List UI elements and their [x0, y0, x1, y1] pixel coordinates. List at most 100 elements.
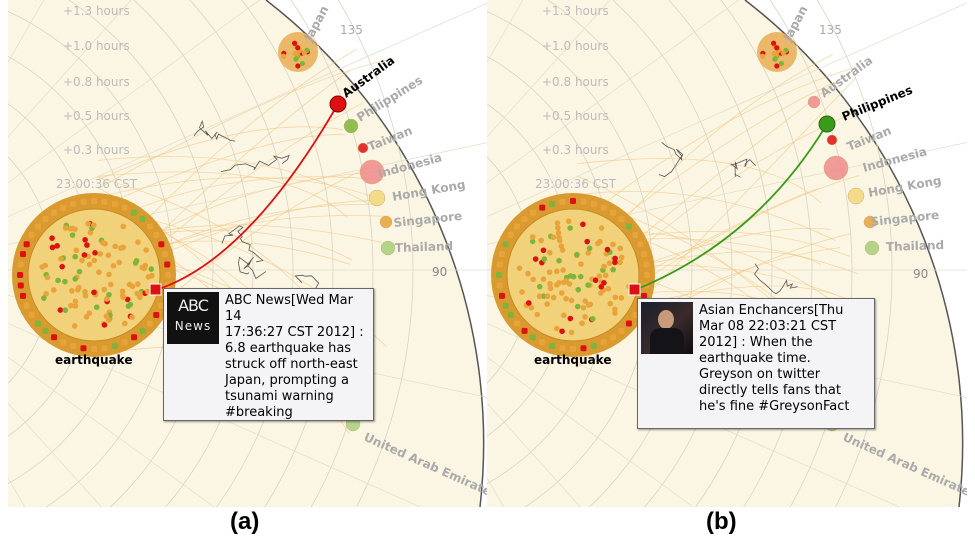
radial-line	[8, 0, 261, 184]
tweet-dot	[121, 204, 128, 211]
tweet-dot	[101, 345, 108, 352]
tweet-dot	[600, 204, 607, 211]
country-label-thailand[interactable]: Thailand	[886, 238, 945, 254]
tweet-dot	[71, 323, 78, 329]
tweet-dot	[507, 312, 514, 319]
tweet-text: Asian Enchancers[Thu Mar 08 22:03:21 CST…	[699, 303, 870, 415]
tweet-dot	[617, 259, 623, 266]
tweet-dot	[498, 251, 505, 258]
country-label-thailand[interactable]: Thailand	[395, 239, 454, 255]
tweet-dot	[771, 40, 777, 46]
tweet-dot	[93, 304, 100, 311]
tweet-dot	[60, 339, 67, 346]
tweet-dot	[565, 218, 572, 225]
tweet-dot	[618, 254, 625, 261]
tweet-dot	[91, 222, 97, 228]
country-label-uae[interactable]: United Arab Emirates	[841, 430, 967, 502]
tweet-dot	[69, 232, 76, 238]
tweet-dot	[80, 198, 87, 205]
degree-label-135: 135	[819, 23, 842, 37]
tweet-dot	[55, 277, 61, 284]
tweet-dot	[579, 320, 585, 327]
tweet-dot	[612, 310, 618, 316]
tweet-dot	[641, 251, 648, 258]
tweet-dot	[28, 312, 35, 319]
tweet-dot	[96, 269, 102, 276]
tweet-dot	[110, 262, 117, 269]
tweet-dot	[60, 204, 67, 211]
tweet-dot	[295, 45, 301, 51]
country-bubble	[357, 142, 369, 154]
tweet-dot	[44, 274, 51, 281]
tweet-dot	[610, 209, 617, 216]
tweet-dot	[54, 243, 60, 249]
time-label-5: +0.3 hours	[542, 143, 609, 157]
tweet-dot	[86, 310, 93, 316]
tweet-dot	[539, 339, 546, 346]
tweet-dot	[540, 247, 547, 254]
tweet-dot	[292, 50, 298, 57]
country-label-uae[interactable]: United Arab Emirates	[362, 430, 488, 502]
tweet-dot	[105, 317, 112, 323]
radial-line	[487, 142, 967, 245]
tweet-dot	[532, 256, 539, 262]
tweet-dot	[538, 237, 544, 244]
radial-line	[8, 2, 488, 217]
tweet-dot	[62, 278, 68, 285]
tweet-dot	[558, 243, 565, 249]
radial-visualization-a[interactable]: +1.3 hours +1.0 hours +0.8 hours +0.5 ho…	[8, 0, 488, 507]
tweet-dot	[610, 266, 616, 273]
tweet-dot	[544, 293, 551, 300]
outer-ring	[744, 0, 964, 507]
tweet-dot	[563, 278, 569, 284]
tweet-dot	[760, 53, 766, 59]
tweet-dot	[771, 50, 777, 57]
degree-label-90: 90	[432, 265, 447, 279]
tweet-dot	[586, 245, 593, 252]
tweet-dot	[137, 291, 143, 297]
tweet-dot	[23, 302, 30, 309]
tweet-dot	[91, 346, 97, 352]
tweet-dot	[73, 247, 80, 254]
tweet-dot	[618, 295, 625, 301]
tweet-dot	[585, 250, 592, 256]
tweet-dot	[153, 231, 160, 238]
tweet-dot	[496, 282, 503, 289]
tweet-line: he's fine #GreysonFact	[699, 399, 850, 414]
tweet-dot	[91, 257, 97, 264]
tweet-dot	[530, 276, 536, 283]
tweet-dot	[598, 290, 604, 296]
tweet-dot	[82, 237, 88, 243]
tweet-link	[576, 158, 822, 204]
country-bubble	[823, 155, 849, 181]
tweet-link	[97, 134, 345, 209]
country-bubble	[343, 118, 359, 134]
tweet-dot	[108, 281, 114, 288]
tweet-tooltip: ABC News ABC News[Wed Mar 14 17:36:27 CS…	[163, 288, 374, 421]
coastline	[238, 256, 267, 280]
tweet-dot	[554, 220, 561, 226]
country-bubble	[359, 159, 385, 185]
tweet-dot	[100, 240, 106, 246]
tweet-dot	[121, 339, 128, 346]
tweet-dot	[637, 241, 644, 248]
coastline	[753, 263, 798, 295]
tweet-dot	[80, 345, 87, 352]
tweet-dot	[574, 251, 580, 258]
tweet-dot	[165, 272, 171, 278]
tweet-dot	[146, 223, 153, 230]
tweet-dot	[577, 273, 584, 280]
tweet-dot	[502, 302, 509, 309]
tweet-dot	[539, 204, 546, 211]
tweet-dot	[51, 287, 57, 293]
outside-area	[266, 0, 488, 507]
tweet-dot	[625, 320, 632, 327]
tweet-dot	[149, 272, 155, 279]
tweet-dot	[69, 288, 75, 294]
time-label-2: +1.0 hours	[63, 39, 130, 53]
radial-visualization-b[interactable]: +1.3 hours +1.0 hours +0.8 hours +0.5 ho…	[487, 0, 967, 507]
tweet-dot	[536, 293, 543, 300]
selected-tweet-marker	[149, 283, 162, 296]
tweet-dot	[158, 302, 165, 309]
tweet-dot	[547, 285, 554, 292]
